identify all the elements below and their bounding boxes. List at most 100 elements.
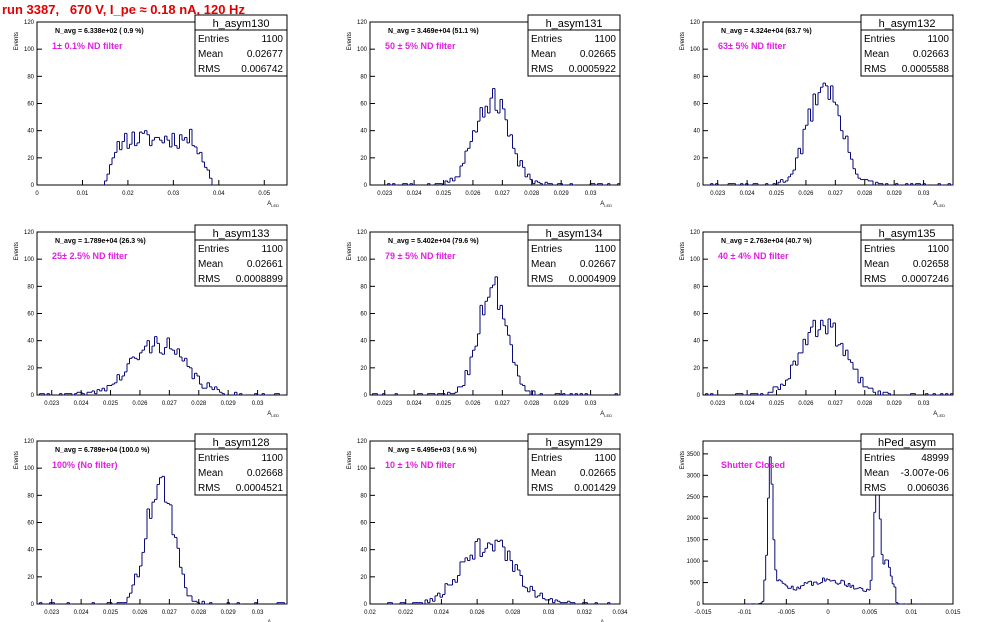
- stats-box: hPed_asym Entries 48999 Mean -3.007e-06 RMS 0.…: [860, 433, 954, 496]
- y-tick-label: 0: [31, 183, 35, 189]
- stats-title: h_asym134: [546, 228, 603, 240]
- y-tick-label: 120: [24, 439, 35, 445]
- y-tick-label: 40: [693, 129, 700, 135]
- x-tick-label: 0.023: [377, 191, 393, 197]
- x-tick-label: 0.023: [710, 191, 726, 197]
- y-tick-label: 120: [24, 20, 35, 26]
- x-tick-label: 0.028: [191, 401, 207, 407]
- x-tick-label: 0: [826, 610, 830, 616]
- y-tick-label: 100: [24, 466, 35, 472]
- stats-title: h_asym130: [213, 18, 270, 30]
- x-tick-label: 0.05: [258, 191, 270, 197]
- stats-key: RMS: [198, 274, 221, 285]
- x-tick-label: -0.015: [694, 610, 712, 616]
- navg-label: N_avg = 6.338e+02 ( 0.9 %): [55, 28, 144, 35]
- navg-label: N_avg = 3.469e+04 (51.1 %): [388, 28, 479, 35]
- y-tick-label: 120: [357, 230, 368, 236]
- y-tick-label: 80: [27, 493, 34, 499]
- x-axis-label: ALED: [600, 620, 612, 622]
- histogram-panel: 0.023 0.024 0.025 0.026 0.027 0.028 0.029 0.03 0…: [14, 433, 288, 622]
- x-tick-label: 0.023: [377, 401, 393, 407]
- stats-value: 1100: [927, 34, 949, 45]
- y-tick-label: 60: [27, 521, 34, 527]
- y-axis-label: Events: [680, 242, 686, 260]
- stats-box: h_asym135 Entries 1100 Mean 0.02658 RMS 0.0007…: [860, 224, 954, 287]
- stats-value: 0.0005922: [569, 64, 617, 75]
- stats-value: 0.02667: [580, 259, 617, 270]
- x-tick-label: 0.029: [887, 401, 903, 407]
- stats-box-frame: [194, 14, 288, 77]
- stats-title: h_asym131: [546, 18, 603, 30]
- y-tick-label: 500: [690, 581, 701, 587]
- stats-key: Mean: [531, 259, 556, 270]
- stats-key: Mean: [864, 468, 889, 479]
- x-tick-label: 0.015: [945, 610, 961, 616]
- filter-label: 25± 2.5% ND filter: [52, 251, 128, 261]
- x-tick-label: 0.03: [252, 610, 264, 616]
- y-tick-label: 60: [693, 102, 700, 108]
- y-tick-label: 100: [357, 466, 368, 472]
- stats-title: hPed_asym: [878, 437, 936, 449]
- stats-key: Entries: [198, 34, 229, 45]
- y-tick-label: 20: [27, 156, 34, 162]
- filter-label: 79 ± 5% ND filter: [385, 251, 456, 261]
- x-tick-label: 0.023: [44, 610, 60, 616]
- histogram-panel: 0.023 0.024 0.025 0.026 0.027 0.028 0.029 0.03 0…: [347, 224, 621, 418]
- y-tick-label: 40: [360, 339, 367, 345]
- x-tick-label: 0.028: [857, 401, 873, 407]
- y-tick-label: 0: [364, 183, 368, 189]
- y-tick-label: 60: [27, 102, 34, 108]
- x-tick-label: 0.024: [74, 401, 90, 407]
- y-tick-label: 20: [360, 366, 367, 372]
- stats-value: 0.0008899: [236, 274, 284, 285]
- y-tick-label: 80: [27, 284, 34, 290]
- navg-label: N_avg = 6.789e+04 (100.0 %): [55, 447, 150, 454]
- stats-value: 0.02668: [247, 468, 284, 479]
- x-tick-label: 0.025: [769, 401, 785, 407]
- stats-value: 1100: [594, 244, 616, 255]
- stats-key: Entries: [531, 34, 562, 45]
- y-tick-label: 20: [360, 575, 367, 581]
- stats-title: h_asym129: [546, 437, 603, 449]
- y-tick-label: 100: [24, 257, 35, 263]
- x-tick-label: 0.03: [585, 191, 597, 197]
- x-tick-label: 0.025: [436, 191, 452, 197]
- stats-title: h_asym133: [213, 228, 270, 240]
- y-tick-label: 60: [27, 312, 34, 318]
- stats-key: RMS: [531, 483, 554, 494]
- stats-box-frame: [527, 14, 621, 77]
- x-tick-label: 0.03: [918, 191, 930, 197]
- stats-value: 0.02665: [580, 49, 617, 60]
- x-tick-label: 0.005: [862, 610, 878, 616]
- stats-box: h_asym134 Entries 1100 Mean 0.02667 RMS 0.0004…: [527, 224, 621, 287]
- y-tick-label: 40: [360, 548, 367, 554]
- y-tick-label: 100: [690, 257, 701, 263]
- stats-key: RMS: [198, 64, 221, 75]
- x-tick-label: 0.03: [252, 401, 264, 407]
- y-tick-label: 0: [364, 393, 368, 399]
- x-axis-label: ALED: [267, 201, 279, 208]
- x-tick-label: 0.029: [221, 610, 237, 616]
- stats-key: Entries: [531, 244, 562, 255]
- stats-key: Mean: [198, 259, 223, 270]
- stats-value: 0.006742: [241, 64, 283, 75]
- stats-value: 0.02665: [580, 468, 617, 479]
- stats-key: Entries: [864, 34, 895, 45]
- histogram-panel: 0.023 0.024 0.025 0.026 0.027 0.028 0.029 0.03 0…: [14, 224, 288, 418]
- y-tick-label: 0: [697, 393, 701, 399]
- stats-key: RMS: [198, 483, 221, 494]
- y-tick-label: 60: [693, 312, 700, 318]
- x-tick-label: 0.027: [828, 191, 844, 197]
- x-tick-label: 0.028: [191, 610, 207, 616]
- histogram-panel: 0.023 0.024 0.025 0.026 0.027 0.028 0.029 0.03 0…: [680, 224, 954, 418]
- y-tick-label: 20: [27, 575, 34, 581]
- y-tick-label: 80: [360, 284, 367, 290]
- stats-box-frame: [860, 14, 954, 77]
- y-tick-label: 20: [693, 156, 700, 162]
- x-axis-label: ALED: [933, 411, 945, 418]
- stats-key: Mean: [531, 49, 556, 60]
- x-tick-label: 0.023: [710, 401, 726, 407]
- stats-value: 0.001429: [574, 483, 616, 494]
- y-tick-label: 40: [27, 129, 34, 135]
- filter-label: 40 ± 4% ND filter: [718, 251, 789, 261]
